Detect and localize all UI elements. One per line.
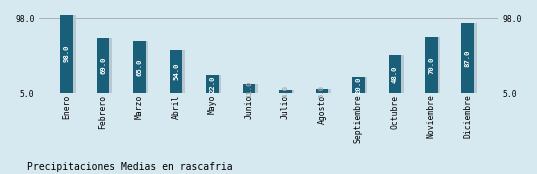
Bar <box>316 89 328 93</box>
Bar <box>427 37 440 93</box>
Text: 11.0: 11.0 <box>246 80 252 97</box>
Bar <box>60 14 73 93</box>
Text: 22.0: 22.0 <box>209 76 215 93</box>
Bar <box>281 90 294 93</box>
Text: 87.0: 87.0 <box>465 49 471 67</box>
Text: 65.0: 65.0 <box>136 58 142 76</box>
Bar <box>209 76 221 93</box>
Text: 98.0: 98.0 <box>63 45 70 62</box>
Text: 4.0: 4.0 <box>282 85 288 98</box>
Bar <box>172 50 185 93</box>
Bar <box>389 54 401 93</box>
Text: Precipitaciones Medias en rascafria: Precipitaciones Medias en rascafria <box>27 162 233 172</box>
Bar <box>99 38 112 93</box>
Bar <box>354 77 367 93</box>
Text: 69.0: 69.0 <box>100 57 106 74</box>
Bar <box>425 37 438 93</box>
Bar <box>170 50 183 93</box>
Bar <box>97 38 110 93</box>
Bar <box>206 76 219 93</box>
Text: 5.0: 5.0 <box>319 85 325 98</box>
Bar <box>243 84 256 93</box>
Bar <box>133 41 146 93</box>
Bar <box>136 41 148 93</box>
Bar <box>63 14 76 93</box>
Text: 70.0: 70.0 <box>429 56 434 74</box>
Bar <box>352 77 365 93</box>
Text: 54.0: 54.0 <box>173 63 179 80</box>
Bar <box>318 89 331 93</box>
Bar <box>461 23 474 93</box>
Text: 20.0: 20.0 <box>355 76 361 94</box>
Bar <box>464 23 477 93</box>
Text: 48.0: 48.0 <box>392 65 398 83</box>
Bar <box>279 90 292 93</box>
Bar <box>391 54 404 93</box>
Bar <box>245 84 258 93</box>
